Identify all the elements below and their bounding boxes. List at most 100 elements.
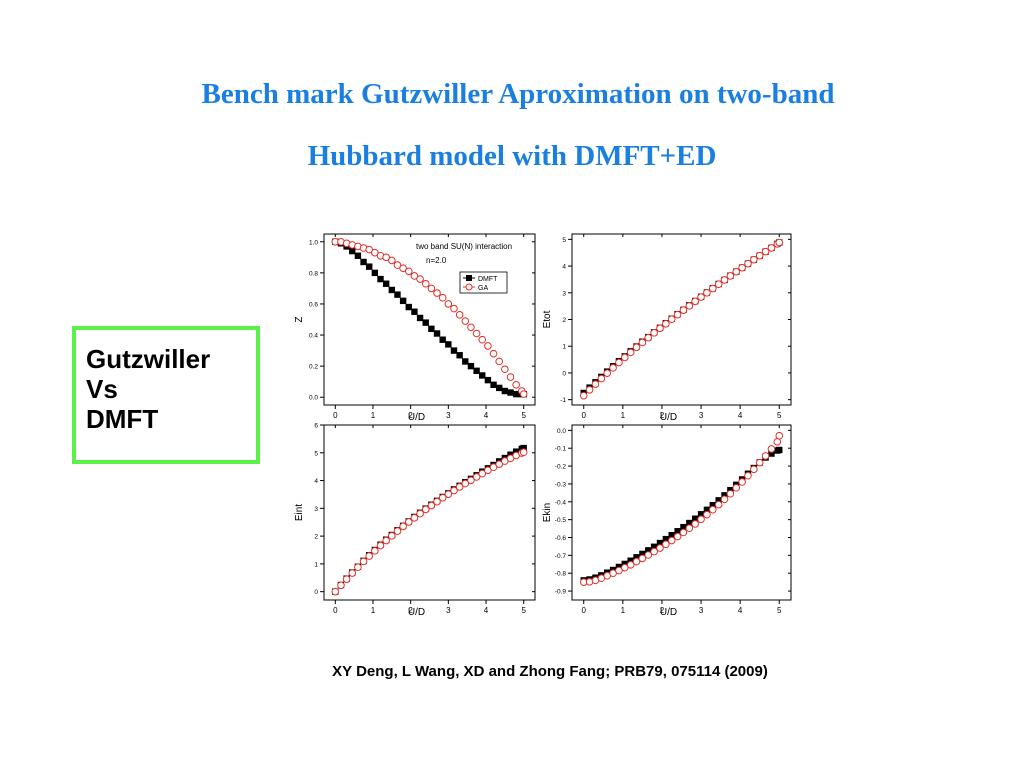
chart-3-ga-point <box>416 509 424 518</box>
chart-1-ytick-label: 0.8 <box>309 270 318 277</box>
chart-1-xtick-label: 5 <box>521 411 526 420</box>
chart-1-dmft-point <box>405 303 412 311</box>
chart-4-ga-point <box>662 540 670 549</box>
chart-2-ytick-label: 3 <box>562 290 566 297</box>
chart-1-dmft-point <box>473 367 480 374</box>
chart-4-ga-point <box>615 566 623 575</box>
chart-4-dmft-point <box>656 539 664 547</box>
chart-3-ga-point <box>359 557 368 566</box>
chart-2-ga-point <box>638 338 647 347</box>
chart-1-annotation-1: two band SU(N) interaction <box>416 242 512 251</box>
chart-1-ga-point <box>388 256 396 265</box>
slide-title-line2: Hubbard model with DMFT+ED <box>307 140 717 172</box>
chart-2-ga-point <box>644 333 653 342</box>
chart-1-legend-ga-marker <box>465 283 473 291</box>
chart-1-dmft-point <box>416 314 424 322</box>
chart-2-ga-point <box>579 391 588 400</box>
chart-1-ga-point <box>478 335 487 344</box>
chart-1-dmft-point <box>411 308 418 315</box>
chart-2-ga-point <box>703 288 711 297</box>
chart-3-ga-point <box>433 497 441 506</box>
chart-4-ytick-label: -0.7 <box>555 553 567 560</box>
chart-4-dmft-point <box>650 543 658 550</box>
chart-2-ga-point <box>585 385 594 394</box>
chart-2-ytick-label: 4 <box>562 264 566 271</box>
chart-2-ga-point <box>685 302 694 310</box>
chart-4-dmft-point <box>709 501 716 509</box>
chart-3-dmft-point <box>520 444 527 452</box>
chart-3-ylabel: Eint <box>294 504 305 521</box>
chart-2-ga-point <box>632 343 641 352</box>
chart-3-ga-point <box>450 486 458 495</box>
chart-1-ga-point <box>467 323 475 332</box>
chart-2-xtick-label: 4 <box>738 411 743 420</box>
chart-1-ga-point <box>501 365 509 374</box>
chart-2-ga-point <box>775 238 784 247</box>
citation: XY Deng, L Wang, XD and Zhong Fang; PRB7… <box>332 663 768 680</box>
chart-1-ga-point <box>461 317 470 325</box>
chart-3-ga-point <box>404 518 413 526</box>
chart-2-ga-point <box>656 324 664 333</box>
chart-4-xtick-label: 0 <box>582 606 587 615</box>
chart-4-ga-point <box>761 452 770 460</box>
chart-2-ga-point <box>673 310 682 319</box>
chart-4-ga-point <box>714 500 723 509</box>
chart-1-annotation-2: n=2.0 <box>426 256 447 265</box>
chart-3-xtick-label: 1 <box>371 606 376 615</box>
chart-3-frame <box>323 424 536 601</box>
chart-4-dmft-point <box>668 531 675 539</box>
chart-2-ga-point <box>697 293 705 301</box>
chart-3-ga-point <box>444 490 453 498</box>
chart-2-xtick-label: 2 <box>660 411 665 420</box>
chart-2-ga-point <box>726 272 735 280</box>
chart-2-ga-point <box>744 259 752 268</box>
chart-3-ga-point <box>461 479 470 488</box>
chart-2-ga-point <box>667 315 676 324</box>
chart-3-xtick-label: 5 <box>521 606 526 615</box>
chart-1-dmft-point <box>428 325 435 333</box>
chart-1-dmft-point <box>484 376 492 384</box>
chart-1-dmft-point <box>366 263 373 270</box>
chart-1-dmft-point <box>462 358 469 365</box>
chart-3-ytick-label: 6 <box>314 423 318 430</box>
chart-3-ga-point <box>331 587 340 596</box>
chart-2-ga-point <box>620 353 629 362</box>
chart-1-dmft-point <box>377 275 384 283</box>
chart-4-ytick-label: -0.1 <box>555 446 567 453</box>
chart-2-ylabel: Etot <box>542 310 553 328</box>
chart-2-ga-point <box>767 244 776 252</box>
chart-3-xlabel: U/D <box>408 607 425 618</box>
chart-1-dmft-point <box>467 362 475 370</box>
chart-2-xlabel: U/D <box>660 412 677 423</box>
chart-4-xtick-label: 4 <box>738 606 743 615</box>
chart-1-ga-point <box>506 373 515 381</box>
chart-1-ytick-label: 0.4 <box>309 333 318 340</box>
chart-3-ga-point <box>421 505 430 514</box>
chart-3-ytick-label: 4 <box>314 478 318 485</box>
chart-4-ga-point <box>673 532 682 541</box>
chart-4-dmft-point <box>680 523 687 531</box>
chart-1-dmft-point <box>399 297 407 305</box>
chart-3-ga-point <box>376 541 385 550</box>
chart-3-ga-point <box>342 575 351 583</box>
chart-4-dmft-point <box>674 528 681 535</box>
chart-4-ga-point <box>679 528 688 537</box>
chart-2-ga-point <box>591 380 600 388</box>
chart-4-ga-point <box>650 547 658 556</box>
chart-3-ga-point <box>484 466 492 475</box>
chart-4-ga-point <box>667 536 676 545</box>
chart-3-ga-point <box>438 493 447 502</box>
chart-1-frame <box>323 233 536 406</box>
chart-3-ytick-label: 0 <box>314 589 318 596</box>
chart-1-dmft-point <box>501 387 509 395</box>
chart-2-ga-point <box>755 251 764 260</box>
chart-3-ga-point <box>489 463 498 472</box>
chart-4-ytick-label: -0.8 <box>555 571 567 578</box>
chart-1-ga-point <box>438 293 447 302</box>
chart-1-ga-point <box>519 390 528 398</box>
chart-3-xtick-label: 3 <box>446 606 451 615</box>
chart-1-ytick-label: 0.6 <box>309 301 318 308</box>
chart-1-ga-point <box>484 342 492 350</box>
chart-4-dmft-point <box>645 547 652 554</box>
